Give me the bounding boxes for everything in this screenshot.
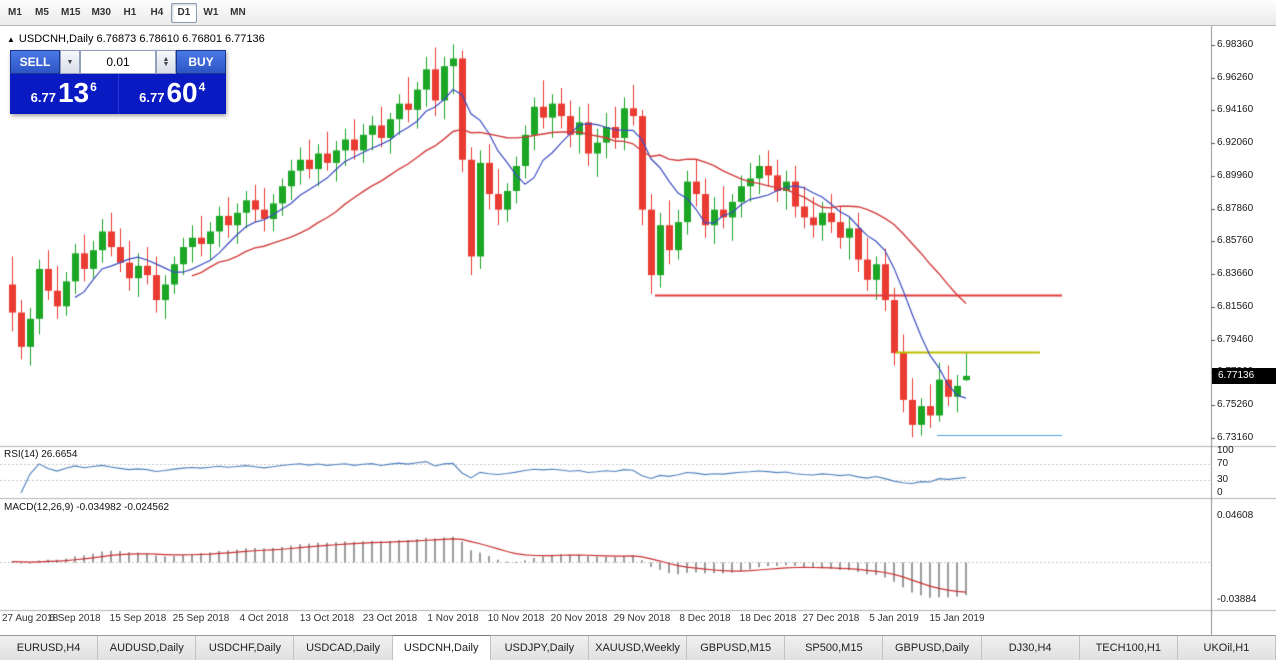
symbol-tab-usdchf-daily[interactable]: USDCHF,Daily [196, 636, 295, 660]
one-click-trading-panel: SELL ▼ 0.01 ▲ ▼ BUY 6.77 13 6 6.77 60 4 [10, 50, 226, 114]
time-axis-label: 4 Oct 2018 [239, 613, 289, 624]
price-axis-label: 6.79460 [1217, 333, 1254, 345]
timeframe-button-m1[interactable]: M1 [8, 7, 22, 18]
sell-button[interactable]: SELL [10, 50, 60, 74]
chart-marker-icon: ▲ [7, 34, 15, 44]
time-axis-label: 6 Sep 2018 [49, 613, 101, 624]
price-axis-label: 6.83660 [1217, 268, 1254, 280]
time-axis: 27 Aug 2018 6 Sep 2018 15 Sep 2018 25 Sep 2… [0, 613, 1211, 631]
price-axis-label: 6.94160 [1217, 104, 1254, 116]
time-axis-label: 25 Sep 2018 [172, 613, 230, 624]
time-axis-label: 18 Dec 2018 [739, 613, 797, 624]
time-axis-label: 27 Aug 2018 [2, 613, 59, 624]
volume-input[interactable]: 0.01 [80, 50, 156, 74]
timeframe-button-m5[interactable]: M5 [35, 7, 49, 18]
price-axis-label: 6.89960 [1217, 169, 1254, 181]
sell-price-point: 6 [90, 80, 97, 94]
buy-price-prefix: 6.77 [139, 90, 165, 105]
price-axis-label: 6.87860 [1217, 202, 1254, 214]
sell-price-pips: 13 [57, 77, 90, 108]
timeframe-button-mn[interactable]: MN [230, 7, 246, 18]
rsi-level-label: 70 [1217, 457, 1229, 469]
time-axis-label: 1 Nov 2018 [427, 613, 479, 624]
symbol-tab-gbpusd-m15[interactable]: GBPUSD,M15 [687, 636, 786, 660]
chevron-down-icon: ▼ [162, 61, 170, 68]
symbol-tab-ukoil-h1[interactable]: UKOil,H1 [1177, 636, 1276, 660]
price-axis-label: 6.98360 [1217, 39, 1254, 50]
timeframe-button-m30[interactable]: M30 [91, 7, 111, 18]
time-axis-label: 8 Dec 2018 [679, 613, 731, 624]
timeframe-toolbar: M1 M5 M15 M30 H1 H4 D1 W1 MN [0, 0, 1276, 26]
price-axis-label: 6.96260 [1217, 71, 1254, 83]
symbol-tab-xauusd-weekly[interactable]: XAUUSD,Weekly [588, 636, 688, 660]
volume-stepper[interactable]: ▲ ▼ [156, 50, 176, 74]
chevron-up-icon: ▲ [162, 56, 170, 63]
timeframe-button-w1[interactable]: W1 [203, 7, 219, 18]
timeframe-button-m15[interactable]: M15 [61, 7, 81, 18]
price-axis-label: 6.81560 [1217, 300, 1254, 312]
price-axis-label: 6.85760 [1217, 235, 1254, 247]
macd-indicator-label: MACD(12,26,9) -0.034982 -0.024562 [4, 502, 170, 513]
price-axis-label: 6.73160 [1217, 431, 1254, 443]
time-axis-label: 27 Dec 2018 [802, 613, 860, 624]
time-axis-label: 13 Oct 2018 [299, 613, 355, 624]
symbol-tab-usdjpy-daily[interactable]: USDJPY,Daily [490, 636, 589, 660]
symbol-tab-eurusd-h4[interactable]: EURUSD,H4 [0, 636, 99, 660]
chevron-down-icon: ▼ [66, 58, 74, 66]
symbol-tab-usdcnh-daily[interactable]: USDCNH,Daily [392, 635, 491, 660]
timeframe-button-d1[interactable]: D1 [170, 2, 197, 23]
buy-price-display[interactable]: 6.77 60 4 [119, 74, 227, 114]
macd-level-label: -0.03884 [1217, 594, 1257, 605]
time-axis-label: 23 Oct 2018 [362, 613, 418, 624]
current-price-badge: 6.77136 [1212, 368, 1276, 384]
volume-dropdown-button[interactable]: ▼ [60, 50, 80, 74]
time-axis-label: 20 Nov 2018 [550, 613, 608, 624]
symbol-tab-usdcad-daily[interactable]: USDCAD,Daily [294, 636, 393, 660]
buy-price-pips: 60 [166, 77, 198, 108]
price-axis-label: 6.75260 [1217, 399, 1254, 411]
timeframe-button-h4[interactable]: H4 [150, 7, 164, 18]
rsi-level-label: 0 [1217, 487, 1223, 498]
price-axis-label: 6.92060 [1217, 137, 1254, 149]
symbol-tab-bar: EURUSD,H4 AUDUSD,Daily USDCHF,Daily USDCAD,… [0, 635, 1276, 660]
time-axis-label: 10 Nov 2018 [487, 613, 545, 624]
buy-price-point: 4 [198, 80, 206, 94]
chart-ohlc-header: ▲ USDCNH,Daily 6.76873 6.78610 6.76801 6… [7, 33, 265, 45]
timeframe-button-h1[interactable]: H1 [123, 7, 137, 18]
price-axis: 6.98360 6.96260 6.94160 6.92060 6.89960 6.878… [1213, 0, 1276, 660]
symbol-tab-gbpusd-daily[interactable]: GBPUSD,Daily [883, 636, 982, 660]
time-axis-label: 15 Jan 2019 [929, 613, 985, 624]
symbol-tab-audusd-daily[interactable]: AUDUSD,Daily [98, 636, 197, 660]
time-axis-label: 5 Jan 2019 [869, 613, 919, 624]
symbol-tab-sp500-m15[interactable]: SP500,M15 [785, 636, 884, 660]
macd-level-label: 0.04608 [1217, 510, 1254, 521]
chart-ohlc-text: USDCNH,Daily 6.76873 6.78610 6.76801 6.7… [18, 33, 265, 45]
symbol-tab-tech100-h1[interactable]: TECH100,H1 [1079, 636, 1178, 660]
rsi-indicator-label: RSI(14) 26.6654 [4, 449, 78, 460]
rsi-level-label: 30 [1217, 474, 1229, 486]
time-axis-label: 29 Nov 2018 [613, 613, 671, 624]
symbol-tab-dj30-h4[interactable]: DJ30,H4 [981, 636, 1080, 660]
buy-button[interactable]: BUY [176, 50, 226, 74]
sell-price-prefix: 6.77 [30, 90, 56, 105]
sell-price-display[interactable]: 6.77 13 6 [10, 74, 119, 114]
rsi-level-label: 100 [1217, 445, 1234, 456]
time-axis-label: 15 Sep 2018 [109, 613, 167, 624]
